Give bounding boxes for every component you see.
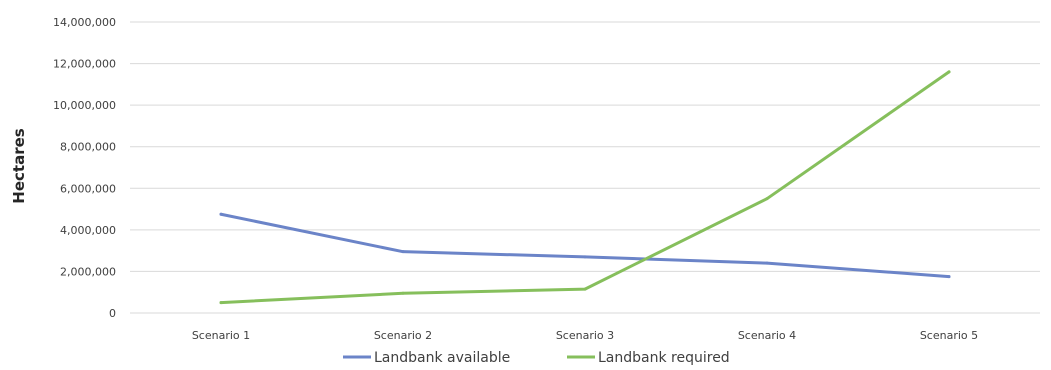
x-axis-tick-labels: Scenario 1 Scenario 2 Scenario 3 Scenario 4… — [192, 329, 978, 342]
series-lines — [219, 70, 951, 305]
y-tick-label: 8,000,000 — [60, 141, 116, 154]
y-tick-label: 4,000,000 — [60, 224, 116, 237]
data-point — [947, 70, 951, 74]
data-point — [583, 287, 587, 291]
y-tick-label: 10,000,000 — [53, 99, 116, 112]
gridlines — [130, 21, 1040, 314]
data-point — [401, 291, 405, 295]
x-tick-label: Scenario 2 — [374, 329, 432, 342]
data-point — [219, 212, 223, 216]
x-tick-label: Scenario 4 — [738, 329, 796, 342]
y-tick-label: 6,000,000 — [60, 182, 116, 195]
x-tick-label: Scenario 5 — [920, 329, 978, 342]
data-point — [947, 275, 951, 279]
data-point — [765, 261, 769, 265]
data-point — [583, 255, 587, 259]
y-tick-label: 12,000,000 — [53, 58, 116, 71]
data-point — [219, 301, 223, 305]
y-axis-title: Hectares — [10, 128, 28, 203]
x-tick-label: Scenario 3 — [556, 329, 614, 342]
x-tick-label: Scenario 1 — [192, 329, 250, 342]
y-tick-label: 14,000,000 — [53, 16, 116, 29]
legend: Landbank available Landbank required — [343, 350, 730, 366]
y-axis-tick-labels: 0 2,000,000 4,000,000 6,000,000 8,000,000 10,… — [53, 16, 116, 320]
y-tick-label: 0 — [109, 307, 116, 320]
y-tick-label: 2,000,000 — [60, 265, 116, 278]
legend-label: Landbank available — [374, 350, 510, 366]
legend-label: Landbank required — [598, 350, 730, 366]
data-point — [401, 250, 405, 254]
data-point — [765, 197, 769, 201]
series-line — [219, 212, 951, 279]
